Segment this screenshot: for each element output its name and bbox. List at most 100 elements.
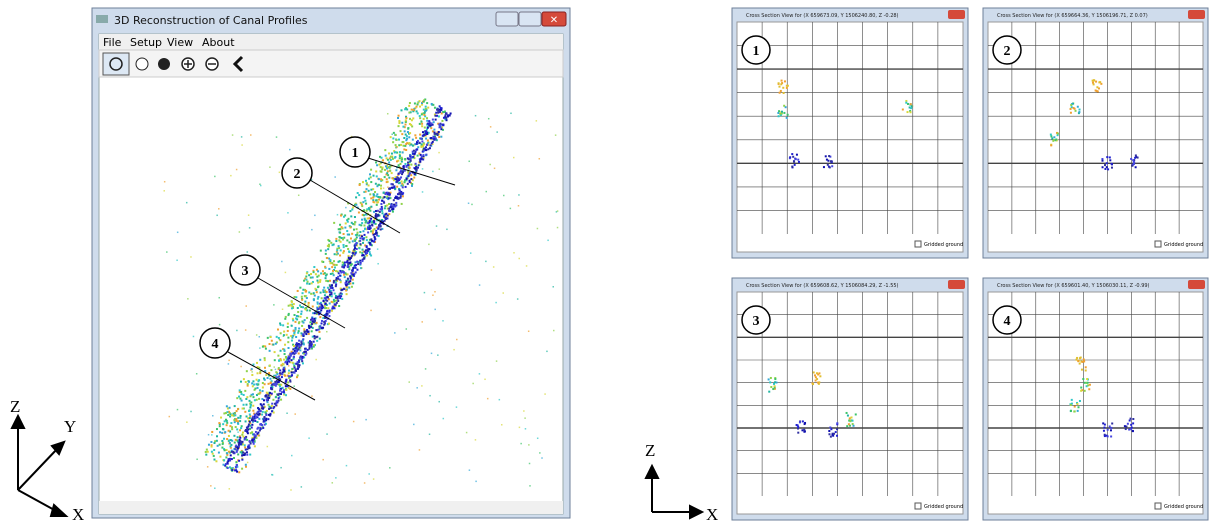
point (333, 300, 335, 302)
close-button[interactable] (948, 280, 965, 289)
point (416, 148, 418, 150)
menu-file[interactable]: File (103, 36, 122, 49)
point (373, 175, 375, 177)
point (257, 387, 259, 389)
menu-setup[interactable]: Setup (130, 36, 162, 49)
point (219, 425, 221, 427)
point (245, 305, 247, 307)
point (385, 193, 387, 195)
point (376, 234, 378, 236)
point (299, 357, 301, 359)
point (269, 378, 271, 380)
point (362, 249, 364, 251)
point (269, 413, 271, 415)
point (415, 163, 417, 165)
point (1077, 410, 1079, 412)
point (251, 427, 253, 429)
cross-section-window: Cross Section View for (X 659601.40, Y 1… (983, 278, 1208, 520)
point (326, 331, 328, 333)
point (353, 421, 355, 423)
select-tool[interactable] (158, 58, 170, 70)
point (239, 231, 241, 233)
maximize-button[interactable] (519, 12, 541, 26)
point (291, 455, 293, 457)
point (421, 143, 423, 145)
point (278, 400, 280, 402)
point (1131, 427, 1133, 429)
point (1074, 406, 1076, 408)
point (377, 184, 379, 186)
point (240, 415, 242, 417)
point (398, 125, 400, 127)
arrowhead (12, 416, 24, 428)
pan-tool[interactable] (136, 58, 148, 70)
point (520, 443, 522, 445)
point (355, 271, 357, 273)
point (205, 451, 207, 453)
point (275, 385, 277, 387)
point (298, 360, 300, 362)
point (310, 326, 312, 328)
point (1137, 157, 1139, 159)
point (326, 296, 328, 298)
point (334, 176, 336, 178)
point (347, 221, 349, 223)
point (281, 376, 283, 378)
point (334, 304, 336, 306)
point (278, 384, 280, 386)
point (1078, 111, 1080, 113)
point (298, 352, 300, 354)
point (268, 397, 270, 399)
point (249, 414, 251, 416)
point (302, 289, 304, 291)
point (291, 307, 293, 309)
checkbox[interactable] (915, 241, 921, 247)
point (284, 344, 286, 346)
point (284, 353, 286, 355)
point (208, 444, 210, 446)
point (231, 414, 233, 416)
close-button[interactable] (1188, 10, 1205, 19)
point (250, 443, 252, 445)
rotate-tool[interactable] (103, 53, 129, 75)
point (269, 350, 271, 352)
point (252, 416, 254, 418)
minimize-button[interactable] (496, 12, 518, 26)
point (238, 460, 240, 462)
point (1083, 358, 1085, 360)
point (335, 238, 337, 240)
point (241, 136, 243, 138)
point (241, 441, 243, 443)
point (778, 82, 780, 84)
point (267, 337, 269, 339)
point (409, 142, 411, 144)
point (366, 210, 368, 212)
point (301, 325, 303, 327)
point (330, 242, 332, 244)
checkbox[interactable] (1155, 241, 1161, 247)
point (326, 291, 328, 293)
point (390, 136, 392, 138)
callout-label: 3 (753, 314, 760, 329)
close-button[interactable] (948, 10, 965, 19)
point (219, 456, 221, 458)
point (408, 173, 410, 175)
point (528, 444, 530, 446)
point (190, 411, 192, 413)
point (313, 341, 315, 343)
point (415, 137, 417, 139)
point (905, 100, 907, 102)
checkbox[interactable] (1155, 503, 1161, 509)
callout-label: 3 (242, 264, 249, 279)
checkbox[interactable] (915, 503, 921, 509)
menu-about[interactable]: About (202, 36, 235, 49)
close-button[interactable] (1188, 280, 1205, 289)
point (438, 131, 440, 133)
point (256, 362, 258, 364)
point (333, 280, 335, 282)
point (376, 199, 378, 201)
point (408, 136, 410, 138)
point (228, 360, 230, 362)
menu-view[interactable]: View (167, 36, 193, 49)
point (1080, 357, 1082, 359)
